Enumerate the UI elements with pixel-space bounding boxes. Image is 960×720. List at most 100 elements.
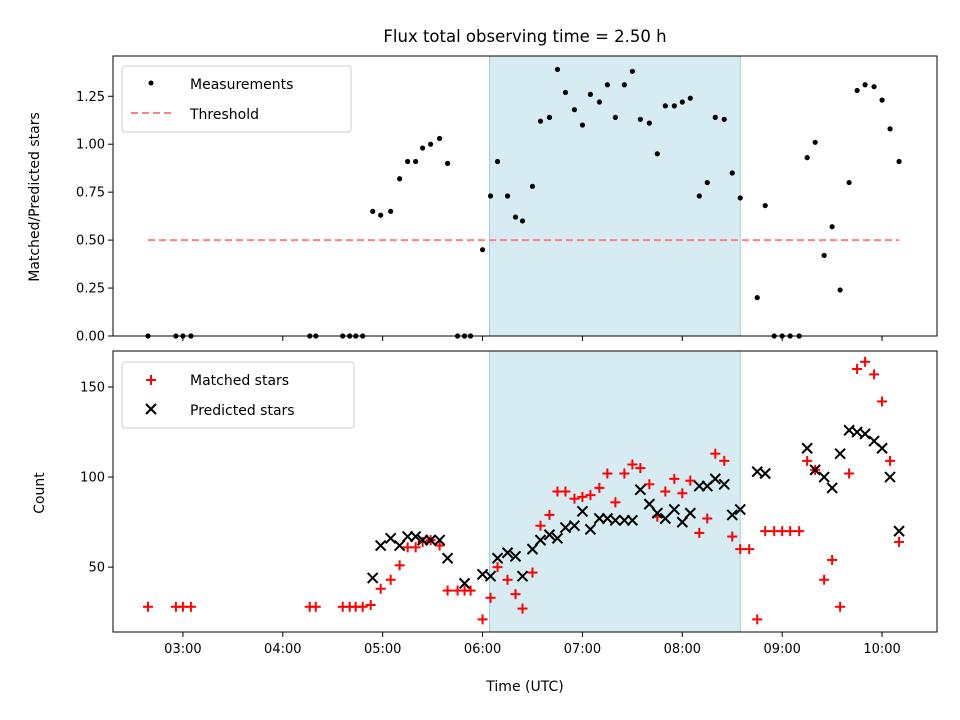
matched-star-point — [594, 482, 605, 493]
measurement-point — [388, 208, 394, 214]
predicted-star-point — [659, 512, 672, 525]
predicted-star-point — [509, 550, 522, 563]
predicted-star-point — [818, 471, 830, 483]
measurement-point — [413, 158, 419, 165]
predicted-star-point — [684, 507, 697, 519]
predicted-star-point — [424, 534, 437, 546]
matched-star-point — [660, 486, 671, 497]
measurement-point — [604, 82, 611, 88]
predicted-stars-points — [366, 424, 905, 590]
measurement-point — [887, 126, 893, 132]
measurement-point — [804, 155, 810, 161]
matched-star-point — [744, 544, 755, 555]
predicted-star-point — [809, 464, 821, 476]
predicted-star-point — [643, 498, 656, 510]
measurement-point — [621, 82, 627, 88]
bottom-xtick-label: 03:00 — [164, 642, 201, 657]
top-ytick-label: 0.00 — [76, 330, 105, 345]
matched-star-point — [394, 560, 405, 571]
matched-star-point — [885, 455, 896, 466]
predicted-star-point — [551, 532, 564, 545]
bottom-legend-box — [121, 361, 355, 429]
top-y-axis-label: Matched/Predicted stars — [27, 112, 43, 282]
matched-star-point — [694, 527, 705, 538]
chart-title: Flux total observing time = 2.50 h — [383, 27, 666, 46]
matched-star-point — [477, 614, 488, 625]
predicted-star-point — [726, 509, 738, 521]
matched-star-point — [544, 509, 555, 520]
legend-measurements-label: Measurements — [190, 77, 293, 93]
predicted-star-point — [709, 473, 721, 485]
legend-matched-label: Matched stars — [190, 373, 289, 389]
predicted-star-point — [859, 428, 871, 440]
predicted-star-point — [676, 516, 689, 528]
measurement-point — [896, 158, 902, 165]
legend-predicted-marker — [145, 403, 157, 415]
predicted-star-point — [884, 471, 896, 483]
matched-star-point — [492, 562, 503, 573]
measurement-point — [437, 135, 443, 142]
predicted-star-point — [516, 570, 529, 582]
measurement-point — [378, 212, 384, 218]
measurement-point — [637, 116, 643, 122]
matched-stars-points — [142, 356, 905, 625]
predicted-star-point — [576, 505, 589, 518]
matched-star-point — [602, 468, 613, 479]
measurement-point — [494, 158, 501, 165]
bottom-xtick-label: 07:00 — [564, 642, 601, 657]
matched-star-point — [702, 513, 713, 524]
predicted-star-point — [484, 570, 497, 582]
matched-star-point — [357, 601, 368, 612]
matched-star-point — [894, 536, 905, 547]
matched-star-point — [644, 479, 655, 490]
measurement-point — [512, 214, 519, 220]
measurement-point — [754, 295, 760, 301]
measurement-point — [612, 114, 618, 120]
bottom-ytick-label: 150 — [80, 381, 105, 396]
predicted-star-point — [559, 521, 572, 534]
top-x-ticks — [182, 336, 883, 341]
measurement-point — [587, 91, 594, 97]
predicted-star-point — [393, 539, 406, 552]
measurement-point — [646, 120, 652, 126]
matched-star-point — [827, 554, 838, 565]
predicted-star-point — [834, 447, 846, 460]
matched-star-point — [510, 589, 521, 600]
top-legend: Measurements Threshold — [121, 65, 352, 133]
measurement-point — [562, 89, 569, 96]
predicted-star-point — [826, 482, 838, 494]
measurement-point — [812, 139, 818, 145]
measurement-point — [428, 141, 434, 147]
measurement-point — [879, 97, 885, 103]
measurement-point — [679, 99, 685, 105]
predicted-star-point — [801, 442, 813, 454]
matched-star-point — [185, 601, 196, 612]
measurement-point — [554, 66, 561, 73]
measurement-point — [737, 195, 743, 201]
bottom-xtick-label: 04:00 — [264, 642, 301, 657]
predicted-star-point — [876, 442, 888, 454]
measurement-point — [662, 103, 668, 109]
matched-star-point — [877, 396, 888, 407]
matched-star-point — [752, 614, 763, 625]
top-ytick-label: 0.50 — [76, 234, 105, 249]
matched-star-point — [852, 364, 863, 375]
bottom-ytick-label: 50 — [88, 561, 105, 576]
predicted-star-point — [458, 577, 471, 590]
top-ytick-label: 0.75 — [76, 186, 105, 201]
measurement-point — [444, 160, 451, 166]
measurement-point — [537, 118, 544, 124]
measurement-point — [479, 247, 486, 253]
measurement-point — [596, 99, 603, 105]
matched-star-point — [685, 475, 696, 486]
measurement-point — [571, 107, 578, 113]
predicted-star-point — [568, 520, 581, 532]
measurement-point — [687, 95, 693, 101]
predicted-star-point — [534, 534, 547, 546]
matched-star-point — [434, 540, 445, 551]
bottom-y-axis-label: Count — [32, 472, 48, 514]
measurement-point — [420, 145, 426, 151]
legend-threshold-label: Threshold — [189, 107, 259, 123]
top-legend-box — [121, 65, 352, 133]
